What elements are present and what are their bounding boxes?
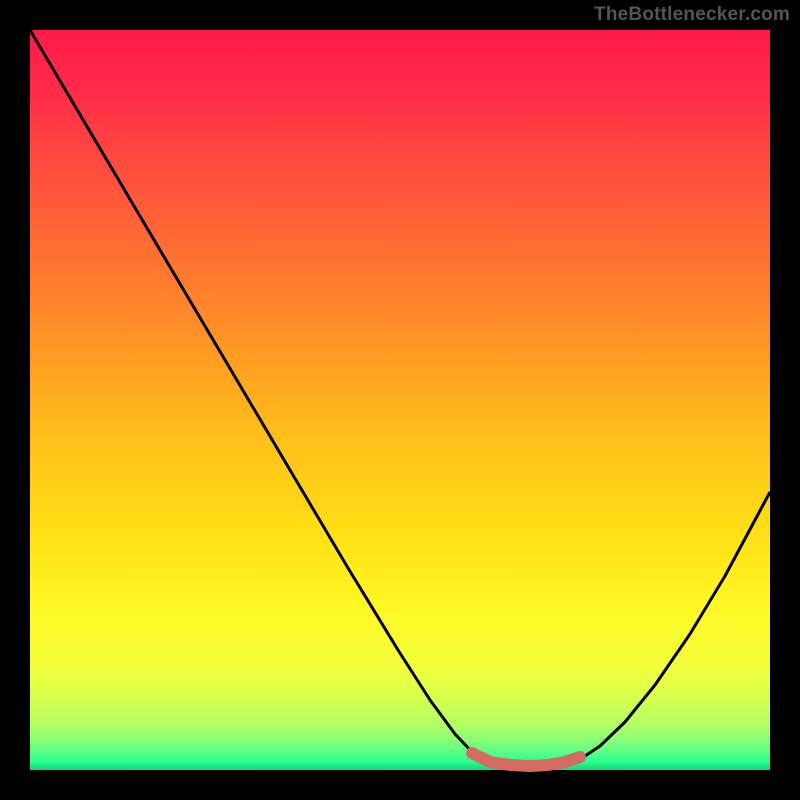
plot-area <box>30 30 770 770</box>
bottleneck-curve <box>30 30 770 770</box>
curve-main-line <box>30 30 770 766</box>
watermark-text: TheBottlenecker.com <box>594 4 790 26</box>
chart-frame: TheBottlenecker.com <box>0 0 800 800</box>
curve-base-highlight <box>472 753 580 766</box>
